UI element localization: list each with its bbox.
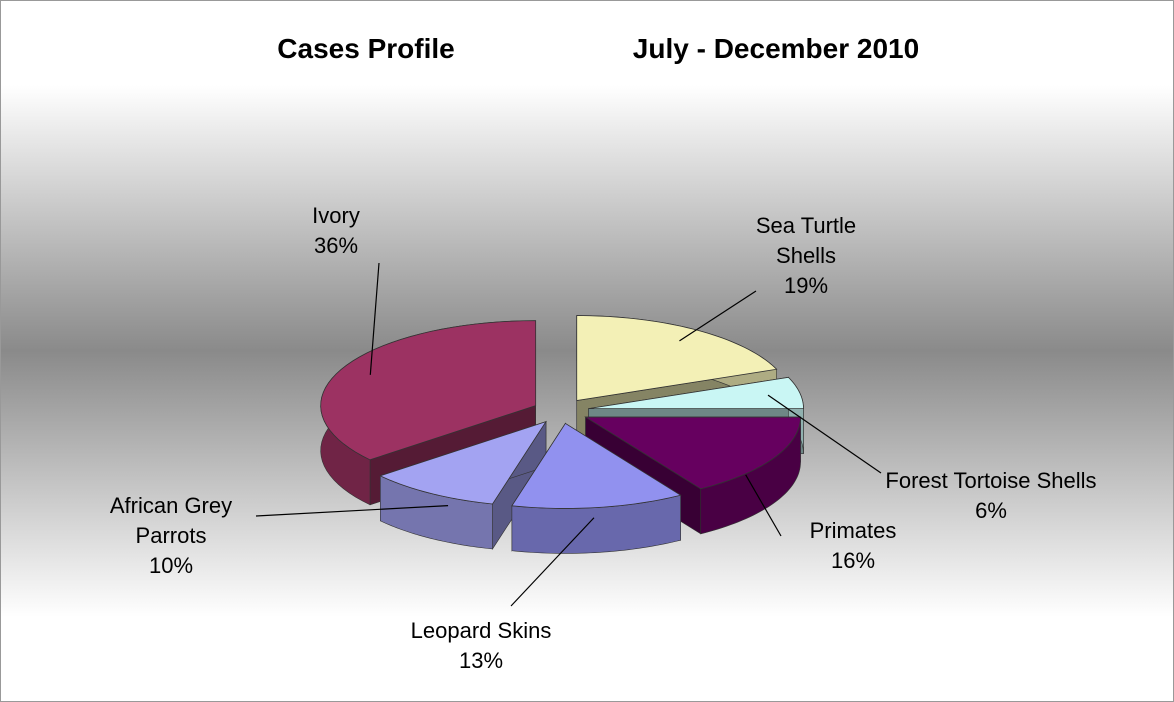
label-value: 13% [458,648,504,673]
data-label: Primates 16% [763,516,943,576]
label-name: Ivory [312,203,360,228]
leader-line [369,262,380,375]
label-name: African Grey Parrots [109,493,233,548]
slice-top [584,416,801,490]
label-value: 36% [313,233,359,258]
label-value: 6% [975,498,1007,523]
label-name: Sea Turtle Shells [755,213,857,268]
slice-top [588,376,804,410]
data-label: Sea Turtle Shells 19% [731,211,881,301]
slice-top [379,420,547,505]
data-label: Ivory 36% [276,201,396,261]
label-value: 16% [830,548,876,573]
leader-line [679,290,757,342]
label-value: 10% [148,553,194,578]
leader-line [255,504,449,517]
chart-title: Cases Profile [277,33,455,64]
slice-top [511,422,682,509]
leader-line [767,394,882,474]
slice-top [576,315,778,402]
slice [379,420,547,550]
slice-top [320,320,537,461]
label-name: Leopard Skins [410,618,552,643]
leader-line [745,474,782,537]
label-value: 19% [783,273,829,298]
chart-subtitle: July - December 2010 [632,33,920,64]
label-name: Forest Tortoise Shells [885,468,1097,493]
data-label: African Grey Parrots 10% [81,491,261,581]
leader-line [510,517,595,607]
slice [511,422,682,554]
label-name: Primates [809,518,897,543]
data-label: Leopard Skins 13% [371,616,591,676]
data-label: Forest Tortoise Shells 6% [881,466,1101,526]
